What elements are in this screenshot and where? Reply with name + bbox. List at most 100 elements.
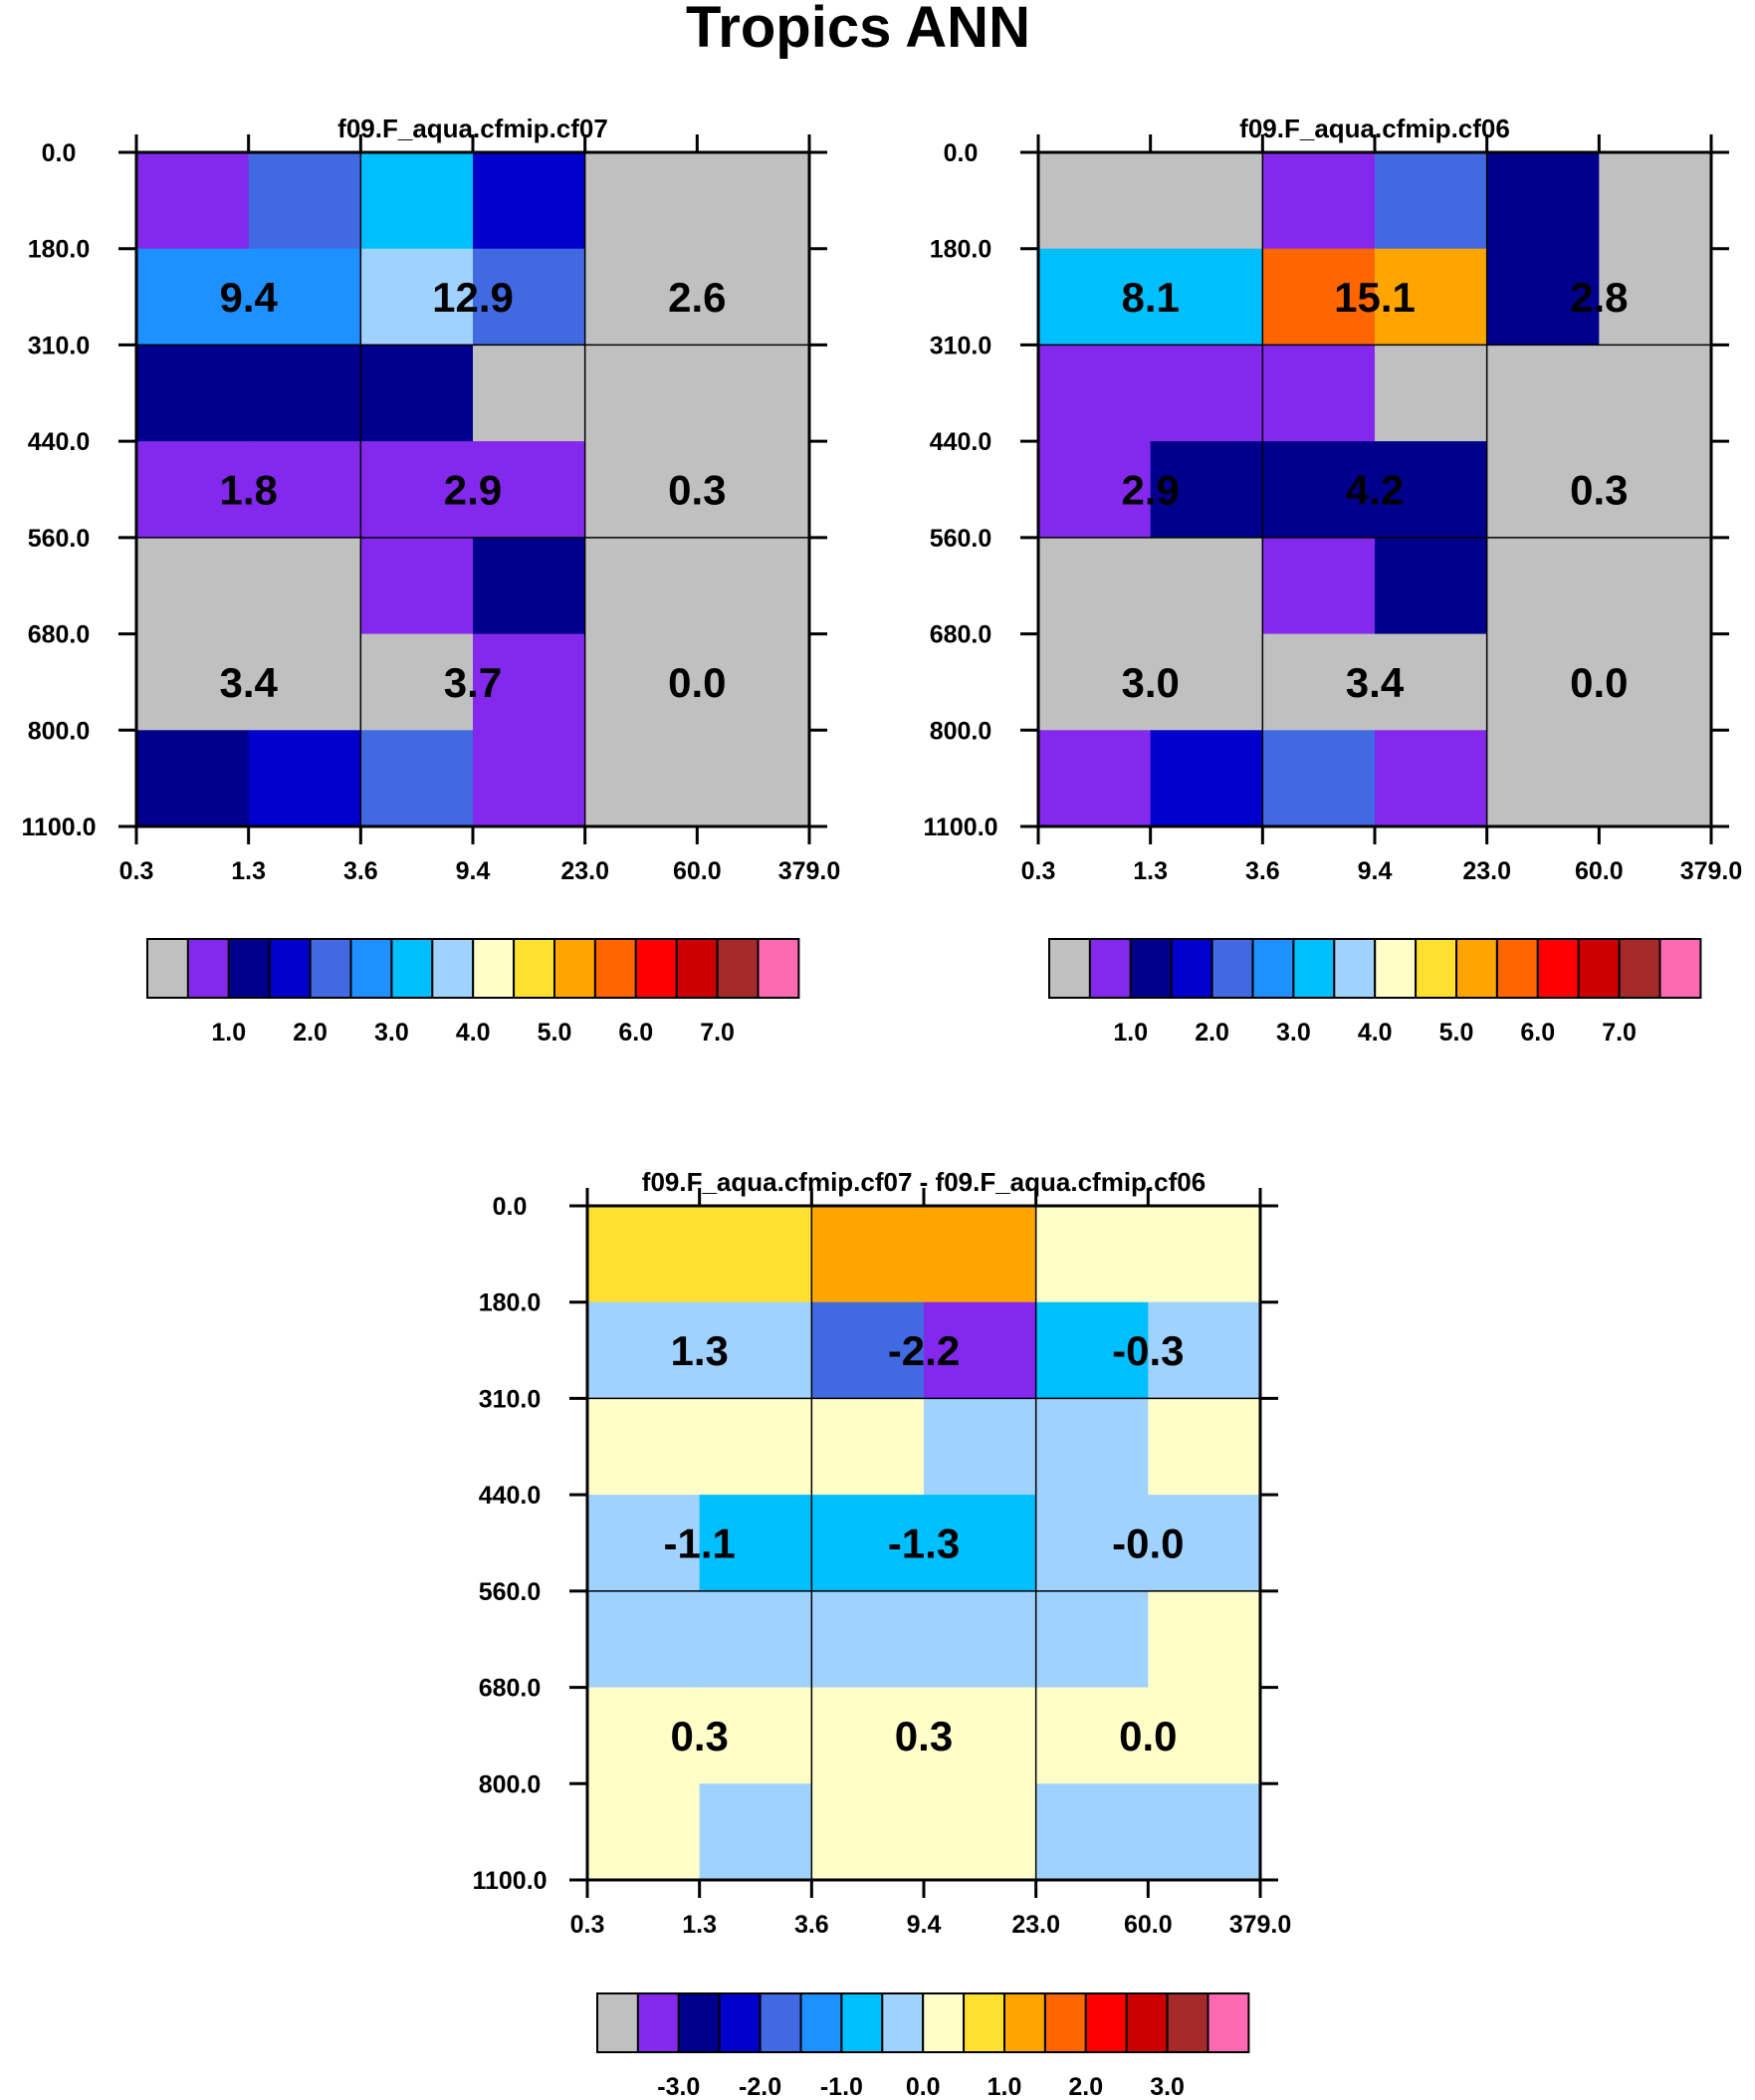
- heatmap-cell: [1486, 730, 1600, 827]
- data-label: -0.0: [1112, 1520, 1184, 1567]
- heatmap-cell: [699, 1495, 812, 1592]
- heatmap-cell: [136, 248, 250, 346]
- heatmap-cell: [1486, 441, 1600, 539]
- y-tick-label: 1100.0: [923, 814, 997, 841]
- heatmap-cell: [699, 1301, 812, 1399]
- y-tick-label: 560.0: [28, 525, 91, 553]
- heatmap-cell: [699, 1206, 812, 1303]
- heatmap-cell: [811, 1495, 925, 1592]
- colorbar-label: -2.0: [739, 2073, 781, 2100]
- heatmap-cell: [136, 152, 250, 250]
- data-label: 0.0: [1570, 659, 1628, 706]
- heatmap-cell: [924, 1301, 1037, 1399]
- heatmap-cell: [473, 537, 586, 635]
- heatmap-cell: [360, 248, 474, 346]
- heatmap-cell: [1375, 633, 1488, 731]
- heatmap-cell: [1148, 1301, 1261, 1399]
- colorbar-swatch: [757, 938, 800, 999]
- heatmap-cell: [924, 1590, 1037, 1689]
- x-tick-label: 3.6: [794, 1911, 829, 1939]
- colorbar-swatch: [636, 1992, 680, 2053]
- colorbar-label: 6.0: [1520, 1019, 1555, 1047]
- heatmap-cell: [1262, 633, 1376, 731]
- heatmap-cell: [1486, 633, 1600, 731]
- panel-2: f09.F_aqua.cfmip.cf060.0180.0310.0440.05…: [923, 114, 1742, 1047]
- heatmap-cell: [924, 1495, 1037, 1592]
- colorbar-label: 6.0: [618, 1019, 653, 1047]
- colorbar-swatch: [1455, 938, 1498, 999]
- heatmap-cell: [584, 633, 698, 731]
- colorbar-swatch: [799, 1992, 843, 2053]
- heatmap-cell: [1486, 248, 1600, 346]
- colorbar-swatch: [1577, 938, 1621, 999]
- colorbar-label: 4.0: [456, 1019, 491, 1047]
- colorbar-label: 1.0: [1113, 1019, 1148, 1047]
- heatmap-cell: [1375, 537, 1488, 635]
- heatmap-cell: [1150, 345, 1263, 442]
- heatmap-cell: [136, 633, 250, 731]
- x-tick-label: 0.3: [570, 1911, 605, 1939]
- figure-title: Tropics ANN: [686, 0, 1030, 60]
- heatmap-cell: [924, 1398, 1037, 1496]
- data-label: -0.3: [1112, 1327, 1184, 1374]
- heatmap-cell: [136, 441, 250, 539]
- heatmap-cell: [1148, 1687, 1261, 1784]
- colorbar-label: 7.0: [1602, 1019, 1637, 1047]
- data-label: 2.9: [1121, 467, 1179, 514]
- heatmap-cell: [584, 441, 698, 539]
- heatmap-cell: [473, 730, 586, 827]
- y-tick-label: 180.0: [930, 236, 992, 264]
- colorbar-swatch: [1658, 938, 1702, 999]
- heatmap-cell: [811, 1590, 925, 1689]
- colorbar-swatch: [1129, 938, 1173, 999]
- y-tick-label: 0.0: [42, 139, 77, 167]
- heatmap-cell: [473, 248, 586, 346]
- colorbar-label: 3.0: [374, 1019, 409, 1047]
- colorbar-swatch: [677, 1992, 721, 2053]
- x-tick-label: 1.3: [682, 1911, 717, 1939]
- heatmap-cell: [1486, 345, 1600, 442]
- data-label: 3.7: [444, 659, 502, 706]
- colorbar-swatch: [1415, 938, 1457, 999]
- heatmap-cell: [587, 1590, 701, 1689]
- colorbar-label: 4.0: [1358, 1019, 1393, 1047]
- x-tick-label: 1.3: [231, 857, 266, 885]
- heatmap-cell: [1038, 633, 1152, 731]
- colorbar-swatch: [309, 938, 352, 999]
- heatmap-cell: [1262, 248, 1376, 346]
- colorbar-label: -1.0: [820, 2073, 863, 2100]
- heatmap-cell: [1486, 152, 1600, 250]
- heatmap-cell: [1599, 248, 1712, 346]
- x-tick-label: 0.3: [119, 857, 154, 885]
- heatmap-cell: [136, 345, 250, 442]
- heatmap-cell: [248, 152, 361, 250]
- heatmap-cell: [1375, 248, 1488, 346]
- heatmap-cell: [697, 248, 810, 346]
- heatmap-cell: [924, 1687, 1037, 1784]
- panel-3: f09.F_aqua.cfmip.cf07 - f09.F_aqua.cfmip…: [472, 1167, 1291, 2100]
- colorbar-swatch: [593, 938, 637, 999]
- heatmap-cell: [1148, 1398, 1261, 1496]
- y-tick-label: 800.0: [479, 1770, 542, 1798]
- heatmap-cell: [248, 537, 361, 635]
- heatmap-cell: [1262, 345, 1376, 442]
- heatmap-cell: [697, 730, 810, 827]
- y-tick-label: 680.0: [28, 621, 91, 649]
- colorbar-label: 5.0: [538, 1019, 572, 1047]
- data-label: 0.3: [895, 1713, 953, 1759]
- heatmap-cell: [1038, 345, 1152, 442]
- data-label: 2.9: [444, 467, 502, 514]
- colorbar: 1.0 2.0 3.0 4.0 5.0 6.0 7.0: [1048, 938, 1702, 1047]
- colorbar: -3.0 -2.0 -1.0 0.0 1.0 2.0 3.0: [596, 1992, 1250, 2100]
- colorbar-label: 2.0: [1195, 1019, 1229, 1047]
- data-label: 12.9: [432, 274, 514, 321]
- y-tick-label: 0.0: [944, 139, 979, 167]
- heatmap-cell: [1035, 1590, 1149, 1689]
- heatmap-cell: [1035, 1301, 1149, 1399]
- colorbar-label: 1.0: [211, 1019, 246, 1047]
- heatmap-cell: [473, 633, 586, 731]
- heatmap-cell: [1599, 345, 1712, 442]
- heatmap-cell: [587, 1398, 701, 1496]
- heatmap-cell: [1150, 537, 1263, 635]
- heatmap-cell: [584, 152, 698, 250]
